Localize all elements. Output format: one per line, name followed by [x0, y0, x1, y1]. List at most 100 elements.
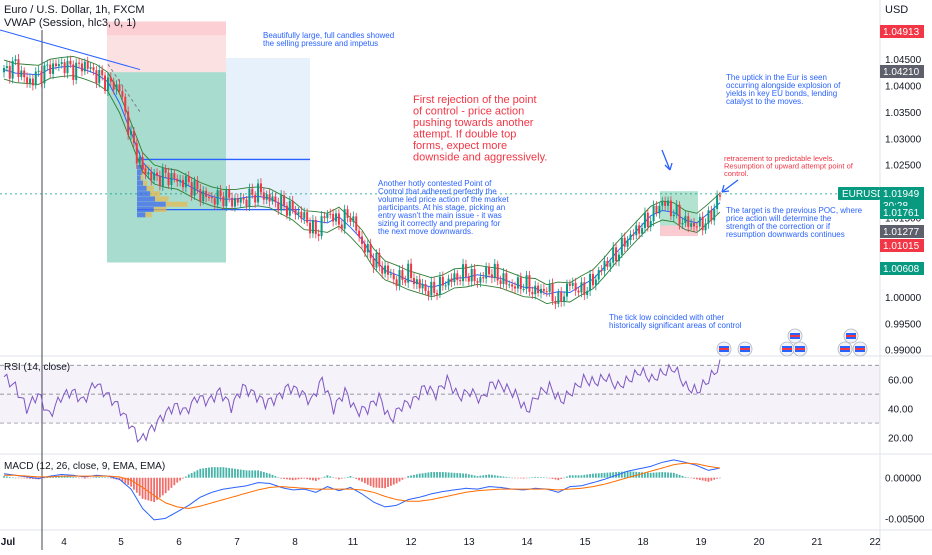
candle-body	[271, 196, 274, 202]
price-label-box	[880, 25, 924, 38]
macd-histogram-bar	[300, 477, 303, 479]
candle-body	[259, 183, 262, 193]
annotation-line: the selling pressure and impetus	[263, 39, 378, 48]
macd-histogram-bar	[519, 477, 522, 479]
candle-body	[424, 284, 427, 291]
macd-histogram-bar	[672, 472, 675, 478]
candle-body	[115, 84, 118, 90]
macd-histogram-bar	[306, 477, 309, 480]
macd-histogram-bar	[213, 467, 216, 478]
candle-body	[233, 198, 236, 207]
candle-body	[101, 69, 104, 76]
macd-histogram-bar	[369, 477, 372, 487]
macd-histogram-bar	[352, 477, 355, 479]
candle-body	[80, 63, 83, 72]
price-tick-label: 1.03500	[885, 108, 922, 119]
macd-title: MACD (12, 26, close, 9, EMA, EMA)	[4, 461, 165, 472]
candle-body	[75, 62, 78, 80]
macd-histogram-bar	[563, 477, 565, 479]
macd-histogram-bar	[112, 477, 115, 479]
candle-body	[453, 273, 456, 283]
macd-histogram-bar	[493, 475, 496, 478]
macd-histogram-bar	[687, 477, 690, 479]
candle-body	[372, 258, 375, 268]
macd-histogram-bar	[384, 477, 386, 489]
candle-body	[603, 260, 606, 272]
candle-body	[407, 263, 410, 283]
candle-body	[46, 64, 49, 66]
risk-zone	[107, 35, 226, 73]
candle-body	[83, 61, 86, 72]
macd-histogram-bar	[274, 476, 277, 478]
candle-body	[488, 266, 491, 275]
macd-histogram-bar	[531, 477, 534, 478]
annotation-line: sizing it correctly and preparing for	[378, 219, 501, 228]
candle-body	[306, 212, 309, 223]
macd-histogram-bar	[323, 476, 326, 478]
macd-histogram-bar	[496, 475, 499, 478]
candle-body	[464, 264, 467, 277]
candle-body	[540, 288, 542, 294]
volume-profile-bar-sell	[146, 185, 154, 191]
candle-body	[505, 273, 508, 285]
candle-body	[303, 212, 306, 219]
candle-body	[418, 279, 421, 289]
candle-body	[202, 190, 205, 202]
macd-histogram-bar	[92, 477, 95, 478]
candle-body	[329, 213, 332, 215]
candle-body	[216, 190, 219, 205]
macd-histogram-bar	[560, 477, 563, 479]
candle-body	[482, 277, 485, 279]
candle-body	[124, 96, 127, 112]
macd-histogram-bar	[219, 467, 222, 478]
macd-histogram-bar	[514, 477, 516, 479]
macd-histogram-bar	[26, 477, 28, 479]
candle-body	[28, 78, 31, 84]
macd-histogram-bar	[661, 472, 664, 478]
macd-histogram-bar	[375, 477, 378, 488]
volume-profile-bar	[137, 207, 154, 212]
macd-histogram-bar	[427, 472, 430, 478]
candle-body	[669, 200, 672, 217]
candle-body	[430, 281, 433, 296]
volume-profile-bar-sell	[165, 201, 188, 207]
macd-histogram-bar	[363, 477, 366, 484]
vwap-upper-band	[3, 56, 721, 286]
rsi-tick-label: 20.00	[888, 434, 913, 445]
candle-body	[675, 204, 678, 215]
macd-histogram-bar	[577, 475, 580, 478]
candle-body	[98, 69, 101, 84]
macd-histogram-bar	[372, 477, 375, 488]
macd-histogram-bar	[641, 472, 643, 478]
annotation-line: catalyst to the moves.	[726, 97, 803, 106]
macd-histogram-bar	[707, 477, 710, 482]
price-label-text: 1.00608	[883, 264, 920, 275]
candle-body	[173, 173, 176, 179]
currency-label: USD	[885, 4, 908, 16]
retrace-zone-red	[660, 225, 698, 237]
macd-histogram-bar	[52, 476, 54, 478]
macd-histogram-bar	[14, 477, 17, 479]
target-zone	[107, 72, 226, 263]
annotation-line: occurring alongside explosion of	[726, 81, 841, 90]
candle-body	[193, 180, 196, 196]
annotation-line: volume led price action of the market	[378, 195, 510, 204]
macd-histogram-bar	[95, 476, 98, 478]
macd-histogram-bar	[629, 471, 632, 478]
macd-histogram-bar	[696, 477, 698, 480]
annotation-line: forms, expect more	[413, 140, 507, 152]
price-label-text: 1.04210	[883, 67, 920, 78]
macd-histogram-bar	[508, 477, 511, 478]
price-label-box	[880, 239, 924, 252]
candle-body	[574, 282, 577, 291]
macd-histogram-bar	[5, 476, 8, 478]
macd-histogram-bar	[314, 477, 317, 481]
macd-histogram-bar	[644, 472, 646, 478]
macd-histogram-bar	[528, 477, 531, 479]
candle-body	[667, 200, 670, 206]
candle-body	[467, 276, 470, 282]
candle-body	[514, 286, 517, 289]
macd-histogram-bar	[632, 471, 635, 478]
candle-body	[450, 278, 453, 283]
candle-body	[297, 211, 300, 215]
